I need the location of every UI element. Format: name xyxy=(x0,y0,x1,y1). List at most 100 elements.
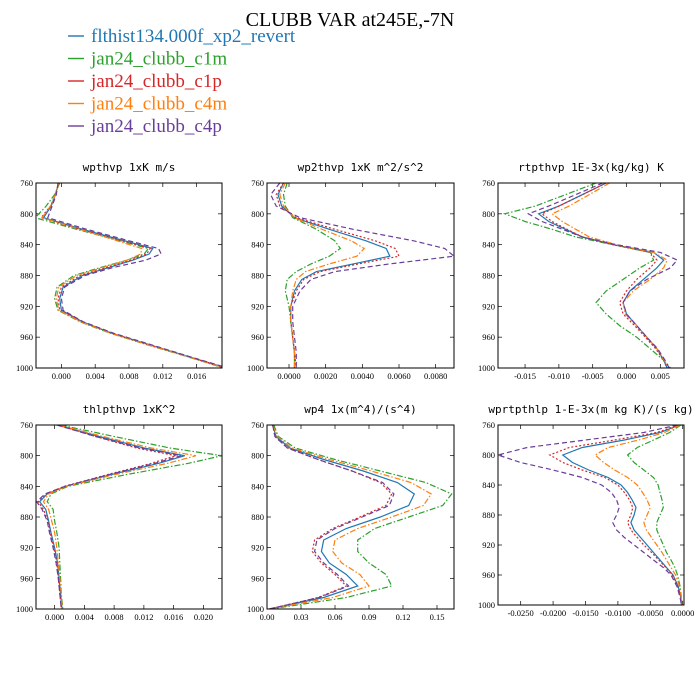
series-line xyxy=(269,425,393,609)
x-tick-label: 0.005 xyxy=(651,371,670,381)
panel-title: thlpthvp 1xK^2 xyxy=(83,403,176,416)
y-tick-label: 960 xyxy=(251,332,264,342)
x-tick-label: 0.012 xyxy=(134,612,153,622)
y-tick-label: 960 xyxy=(482,332,495,342)
legend-entry: jan24_clubb_c4m xyxy=(90,94,227,115)
series-line xyxy=(36,183,222,368)
series-line xyxy=(269,425,433,609)
y-tick-label: 920 xyxy=(20,301,33,311)
x-tick-label: 0.008 xyxy=(119,371,138,381)
y-tick-label: 840 xyxy=(482,480,495,490)
y-tick-label: 960 xyxy=(482,570,495,580)
y-tick-label: 920 xyxy=(251,301,264,311)
x-tick-label: -0.0200 xyxy=(540,608,566,618)
x-tick-label: 0.0020 xyxy=(314,371,337,381)
y-tick-label: 760 xyxy=(482,420,495,430)
x-tick-label: 0.0060 xyxy=(387,371,410,381)
panel-title: wprtpthlp 1-E-3x(m kg K)/(s kg) xyxy=(488,403,693,416)
chart-panel: wpthvp 1xK m/s 760 800 840 880 920 960 1000 0.00… xyxy=(16,161,223,381)
y-tick-label: 880 xyxy=(20,512,33,522)
x-tick-label: 0.12 xyxy=(396,612,411,622)
series-line xyxy=(540,183,668,368)
y-tick-label: 1000 xyxy=(247,363,264,373)
y-tick-label: 960 xyxy=(20,573,33,583)
chart-panel: rtpthvp 1E-3x(kg/kg) K 760 800 840 880 920 960… xyxy=(478,161,685,381)
y-tick-label: 1000 xyxy=(478,363,495,373)
x-tick-label: 0.000 xyxy=(617,371,636,381)
panel-title: rtpthvp 1E-3x(kg/kg) K xyxy=(518,161,664,174)
series-line xyxy=(282,183,342,368)
x-tick-label: 0.00 xyxy=(260,612,275,622)
y-tick-label: 760 xyxy=(482,178,495,188)
series-line xyxy=(548,425,682,605)
x-tick-label: 0.016 xyxy=(187,371,206,381)
x-tick-label: 0.15 xyxy=(430,612,445,622)
series-line xyxy=(526,183,679,368)
x-tick-label: 0.0040 xyxy=(351,371,374,381)
x-tick-label: 0.06 xyxy=(328,612,343,622)
legend-entry: flthist134.000f_xp2_revert xyxy=(91,26,296,47)
y-tick-label: 800 xyxy=(20,451,33,461)
y-tick-label: 960 xyxy=(251,573,264,583)
legend-entry: jan24_clubb_c1m xyxy=(90,49,227,70)
series-line xyxy=(269,425,395,609)
chart-panel: thlpthvp 1xK^2 760 800 840 880 920 960 1000 0.00… xyxy=(16,403,223,622)
series-line xyxy=(502,183,671,368)
series-line xyxy=(626,425,683,605)
series-line xyxy=(550,183,669,368)
series-line xyxy=(561,425,682,605)
x-tick-label: -0.0100 xyxy=(605,608,631,618)
legend-entry: jan24_clubb_c4p xyxy=(90,116,222,137)
x-tick-label: -0.005 xyxy=(582,371,604,381)
chart-panel: wp4 1x(m^4)/(s^4)76080084088092096010000… xyxy=(247,403,455,622)
y-tick-label: 880 xyxy=(482,510,495,520)
y-tick-label: 1000 xyxy=(247,604,264,614)
legend-entry: jan24_clubb_c1p xyxy=(90,71,222,92)
x-tick-label: -0.0050 xyxy=(637,608,663,618)
y-tick-label: 760 xyxy=(20,420,33,430)
y-tick-label: 800 xyxy=(251,209,264,219)
y-tick-label: 840 xyxy=(251,481,264,491)
x-tick-label: -0.010 xyxy=(548,371,570,381)
x-tick-label: -0.015 xyxy=(514,371,536,381)
panel-title: wp2thvp 1xK m^2/s^2 xyxy=(298,161,424,174)
x-tick-label: 0.020 xyxy=(194,612,213,622)
y-tick-label: 840 xyxy=(20,240,33,250)
plot-frame xyxy=(266,182,455,369)
x-tick-label: 0.03 xyxy=(294,612,309,622)
series-line xyxy=(269,183,454,368)
y-tick-label: 840 xyxy=(20,481,33,491)
x-tick-label: 0.000 xyxy=(45,612,64,622)
series-line xyxy=(594,425,683,605)
series-line xyxy=(270,425,453,609)
y-tick-label: 760 xyxy=(20,178,33,188)
y-tick-label: 880 xyxy=(251,271,264,281)
panel-title: wp4 1x(m^4)/(s^4) xyxy=(304,403,417,416)
plot-frame xyxy=(497,182,685,369)
plot-frame xyxy=(35,424,223,610)
x-tick-label: 0.000 xyxy=(52,371,71,381)
y-tick-label: 760 xyxy=(251,420,264,430)
figure-title: CLUBB VAR at245E,-7N xyxy=(246,9,455,31)
y-tick-label: 1000 xyxy=(16,604,33,614)
x-tick-label: 0.004 xyxy=(75,612,95,622)
series-line xyxy=(36,425,182,609)
y-tick-label: 920 xyxy=(482,540,495,550)
series-line xyxy=(37,425,177,609)
y-tick-label: 1000 xyxy=(16,363,33,373)
x-tick-label: 0.0000 xyxy=(671,608,694,618)
x-tick-label: 0.008 xyxy=(105,612,124,622)
x-tick-label: -0.0150 xyxy=(572,608,598,618)
y-tick-label: 800 xyxy=(20,209,33,219)
y-tick-label: 760 xyxy=(251,178,264,188)
panels: wpthvp 1xK m/s76080084088092096010000.00… xyxy=(16,161,694,622)
plot-frame xyxy=(497,424,685,606)
x-tick-label: 0.016 xyxy=(164,612,183,622)
series-line xyxy=(38,425,185,609)
series-line xyxy=(40,183,222,368)
y-tick-label: 920 xyxy=(20,543,33,553)
x-tick-label: 0.0000 xyxy=(277,371,300,381)
series-line xyxy=(498,425,682,605)
series-line xyxy=(46,425,222,609)
